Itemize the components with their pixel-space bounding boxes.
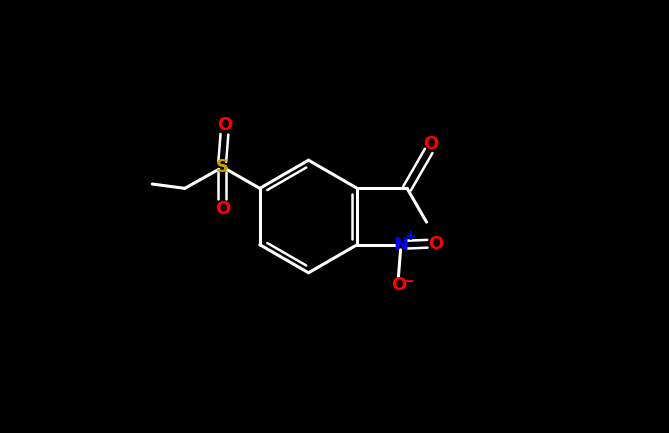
Text: S: S <box>216 158 229 176</box>
Text: O: O <box>215 200 230 218</box>
Text: O: O <box>423 136 438 153</box>
Text: −: − <box>401 275 414 289</box>
Text: O: O <box>217 116 232 134</box>
Text: O: O <box>428 235 444 253</box>
Text: +: + <box>404 229 416 243</box>
Text: O: O <box>391 276 406 294</box>
Text: N: N <box>393 236 408 254</box>
